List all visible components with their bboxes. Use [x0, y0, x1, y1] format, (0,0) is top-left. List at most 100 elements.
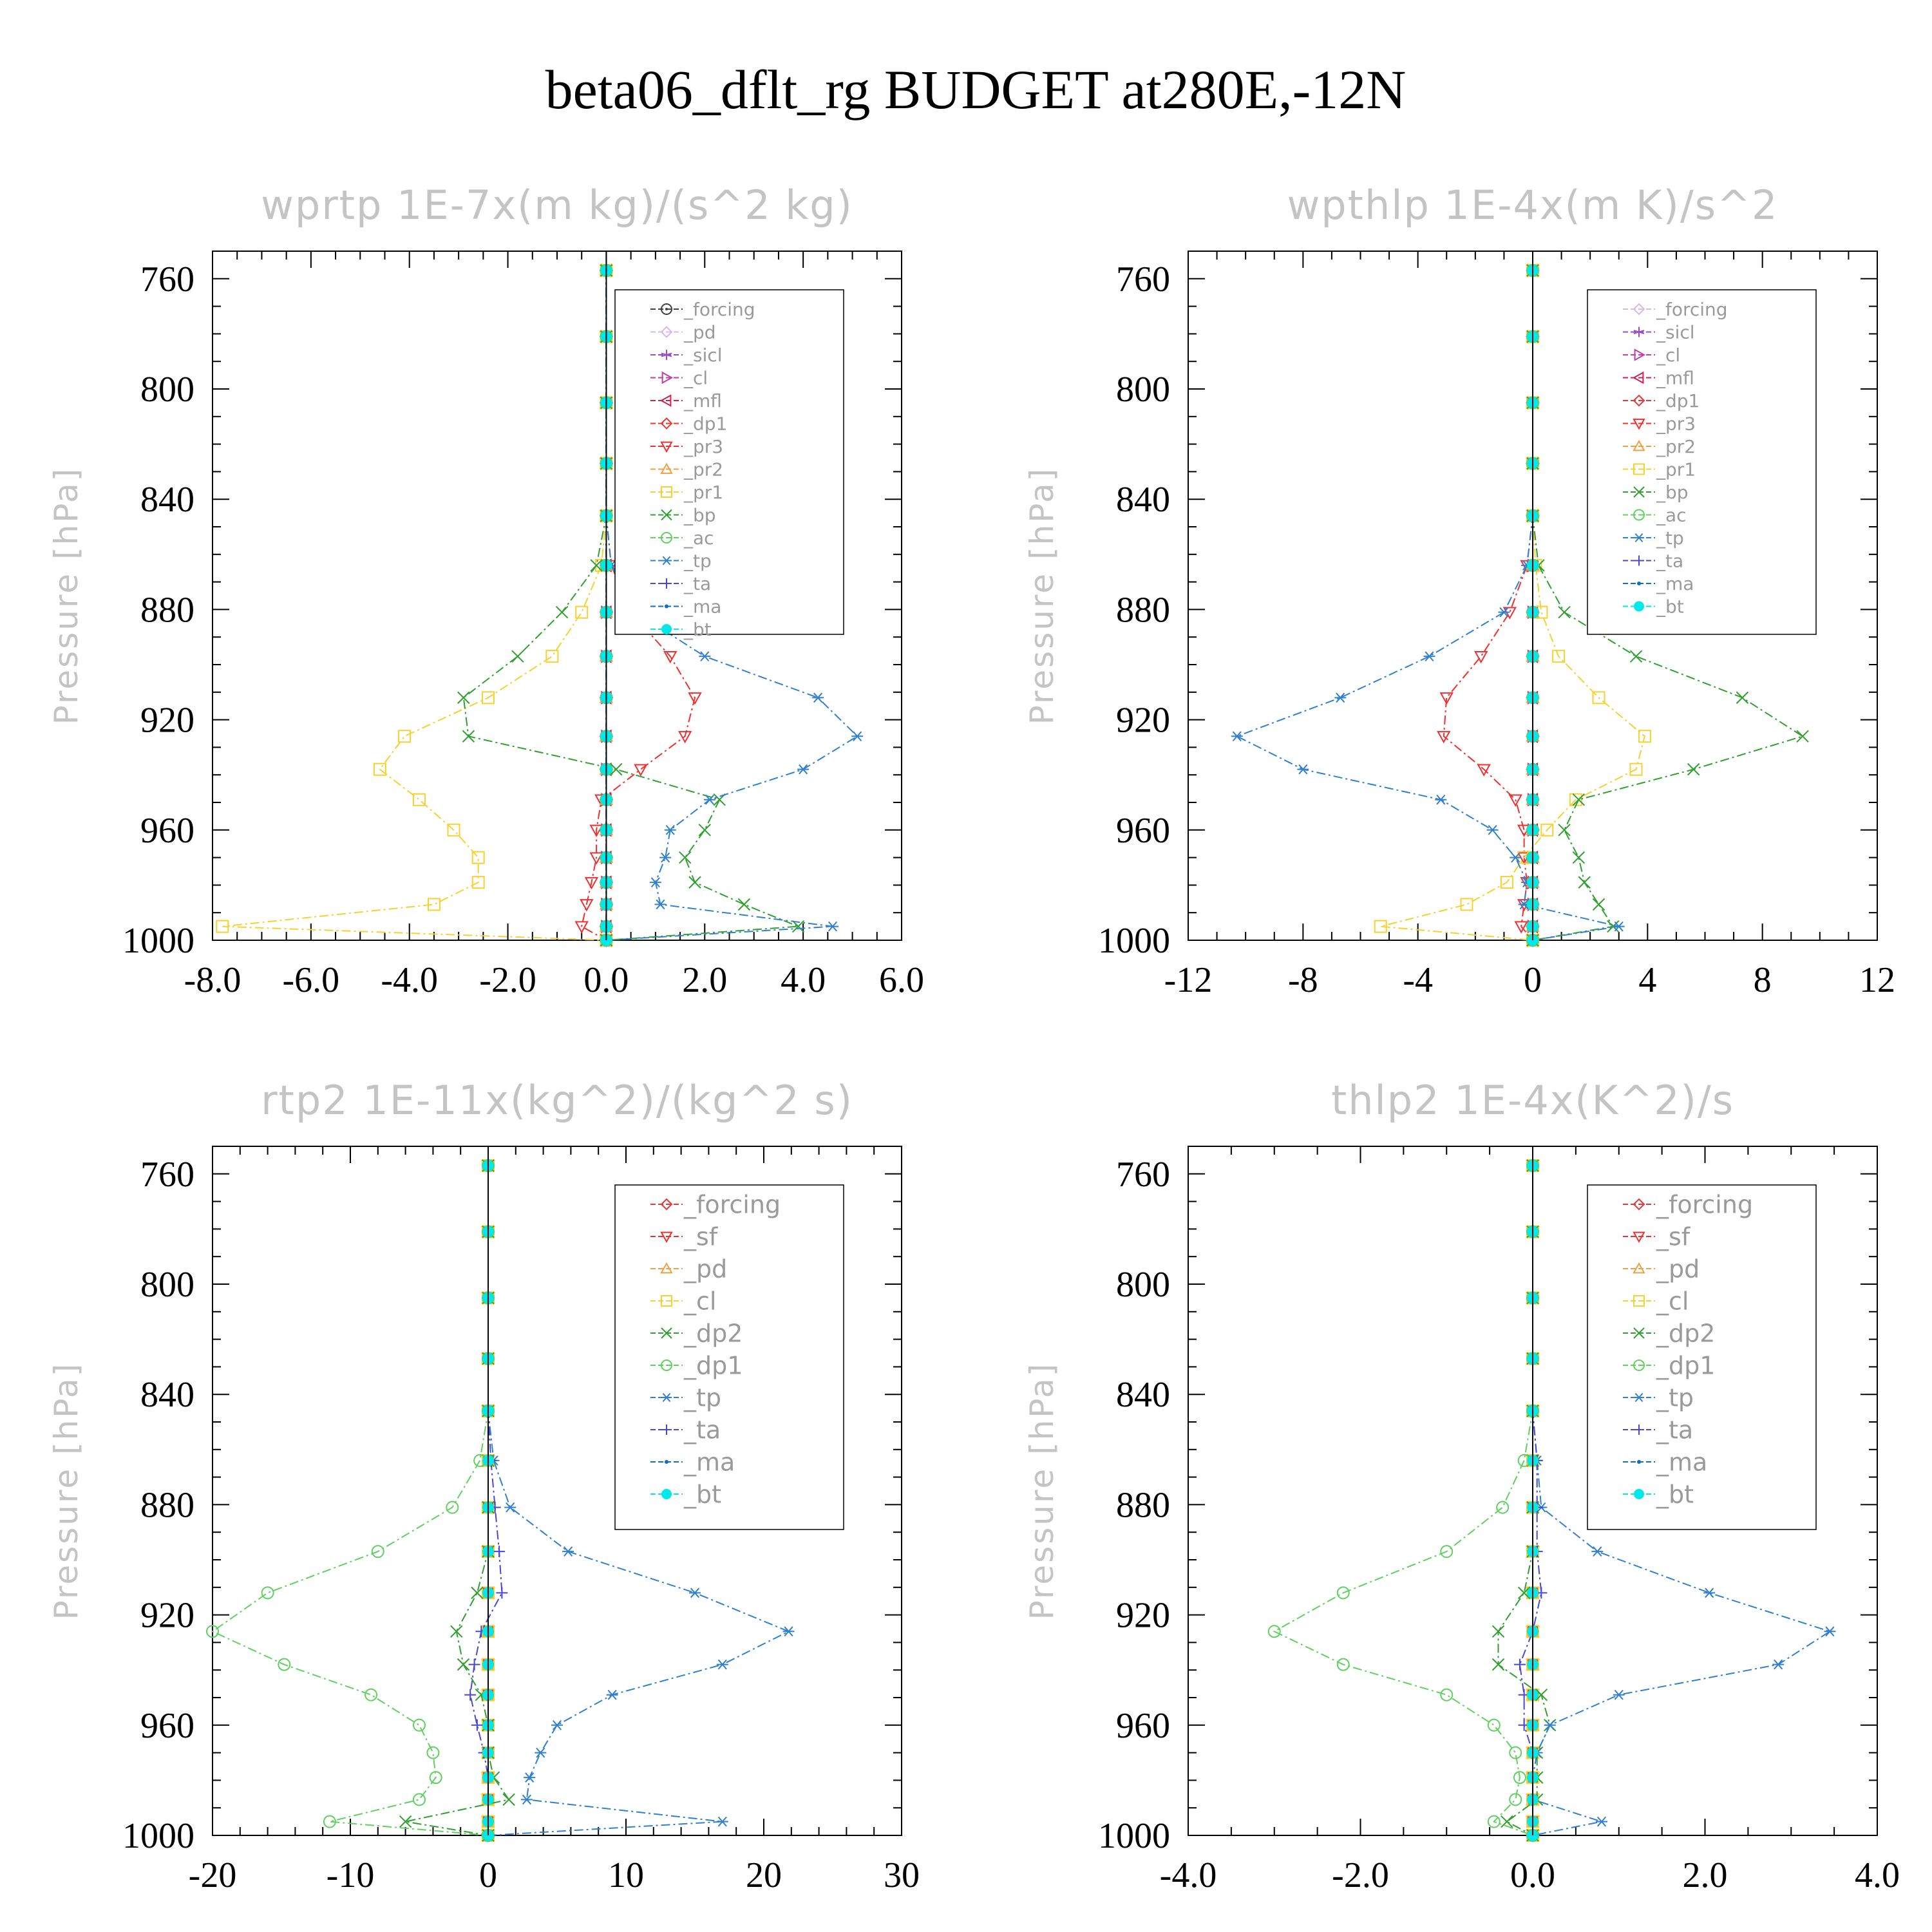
x-tick-label: -4.0: [381, 960, 438, 1000]
data-point: [1374, 920, 1387, 933]
data-point: [1613, 1689, 1625, 1700]
series-pr3: [1437, 265, 1540, 948]
data-point: [1423, 651, 1435, 662]
legend-label: _ac: [1656, 504, 1687, 526]
figure-title: beta06_dflt_rg BUDGET at280E,-12N: [545, 59, 1406, 120]
legend-label: _bp: [683, 504, 716, 526]
data-point: [699, 651, 711, 662]
legend-label: _ma: [683, 596, 721, 617]
data-point: [703, 794, 715, 805]
x-tick-label: 10: [608, 1855, 644, 1895]
data-point: [1440, 1545, 1454, 1558]
data-point: [413, 1793, 426, 1806]
legend-marker: [1633, 419, 1645, 430]
series-dp1: [206, 1159, 495, 1842]
legend-label: _cl: [683, 367, 708, 388]
legend-marker: [660, 326, 673, 338]
data-point: [659, 852, 672, 863]
legend-label: _forcing: [683, 299, 755, 320]
x-tick-label: 0: [1524, 960, 1542, 1000]
legend-label: _pr3: [683, 436, 723, 457]
y-axis-label: Pressure [hPa]: [1023, 467, 1061, 725]
y-tick-label: 800: [1116, 1265, 1170, 1305]
legend-marker: [1633, 1359, 1645, 1371]
data-point: [1474, 650, 1488, 664]
series-line: [1235, 270, 1619, 941]
panel-title: rtp2 1E-11x(kg^2)/(kg^2 s): [261, 1077, 853, 1124]
data-point: [323, 1815, 336, 1828]
legend-marker: [1633, 1231, 1645, 1244]
legend-marker: [660, 417, 673, 430]
legend-marker: [660, 1231, 673, 1244]
data-point: [520, 1794, 533, 1805]
legend-marker: [1633, 1295, 1645, 1307]
data-point: [206, 1625, 219, 1638]
x-tick-label: 8: [1754, 960, 1772, 1000]
legend-label: _tp: [1656, 527, 1684, 549]
data-point: [575, 605, 589, 619]
legend-marker: [1634, 533, 1644, 543]
legend-marker: [661, 1359, 672, 1371]
data-point: [580, 899, 594, 912]
y-tick-label: 1000: [1098, 921, 1170, 961]
y-tick-label: 920: [140, 1596, 194, 1636]
data-point: [688, 692, 702, 705]
legend-label: _cl: [1656, 1287, 1689, 1315]
legend-label: _dp1: [683, 413, 727, 434]
y-tick-label: 760: [1116, 260, 1170, 299]
legend-marker: [661, 1392, 672, 1403]
y-tick-label: 920: [1116, 1596, 1170, 1636]
legend-marker: [665, 1460, 668, 1464]
y-tick-label: 1000: [122, 1816, 194, 1856]
data-point: [1500, 876, 1513, 889]
legend-marker: [1634, 601, 1644, 612]
data-point: [562, 1546, 574, 1557]
legend-label: _mfl: [1656, 367, 1694, 388]
legend-marker: [1637, 1460, 1641, 1464]
data-point: [1487, 1815, 1501, 1828]
data-point: [468, 1658, 480, 1671]
data-point: [457, 691, 470, 705]
series-line: [1497, 1165, 1551, 1836]
chart-panel-3: rtp2 1E-11x(kg^2)/(kg^2 s) Pressure [hPa]…: [48, 1077, 920, 1895]
y-tick-label: 920: [140, 701, 194, 741]
data-point: [1435, 794, 1447, 805]
data-point: [664, 824, 676, 835]
series-dp2: [1492, 1159, 1557, 1842]
data-point: [1498, 607, 1510, 618]
x-tick-label: -2.0: [1332, 1855, 1389, 1895]
data-point: [797, 764, 810, 775]
data-point: [1578, 876, 1591, 889]
legend-label: _sf: [683, 1222, 719, 1251]
chart-panel-4: thlp2 1E-4x(K^2)/s Pressure [hPa] 760 800 84…: [1023, 1077, 1900, 1895]
legend-label: _dp1: [1656, 390, 1700, 412]
series-ta: [464, 1159, 508, 1841]
data-point: [471, 1586, 484, 1600]
legend-label: _pd: [1656, 1255, 1700, 1283]
data-point: [413, 793, 426, 806]
legend-label: _dp2: [1656, 1319, 1715, 1347]
data-point: [1540, 823, 1554, 837]
data-point: [1638, 730, 1651, 743]
legend-box: [1587, 289, 1817, 635]
data-point: [1687, 762, 1700, 776]
y-tick-label: 880: [140, 590, 194, 630]
y-tick-label: 960: [140, 811, 194, 851]
legend-label: _ta: [683, 573, 711, 594]
legend-marker: [1633, 439, 1645, 451]
series-dp1: [1267, 1159, 1539, 1842]
x-tick-label: -8: [1288, 960, 1318, 1000]
legend-marker: [1637, 582, 1641, 585]
data-point: [504, 1502, 516, 1513]
legend-label: _forcing: [683, 1190, 781, 1218]
data-point: [610, 762, 623, 776]
legend-label: _tp: [683, 550, 712, 571]
data-point: [278, 1658, 291, 1671]
data-point: [1509, 1793, 1522, 1806]
legend-label: _tp: [683, 1383, 721, 1412]
data-point: [524, 1772, 536, 1783]
data-point: [371, 1545, 384, 1558]
x-tick-label: 0.0: [1510, 1855, 1555, 1895]
y-axis-label: Pressure [hPa]: [48, 467, 85, 725]
legend-label: _dp2: [683, 1319, 743, 1347]
